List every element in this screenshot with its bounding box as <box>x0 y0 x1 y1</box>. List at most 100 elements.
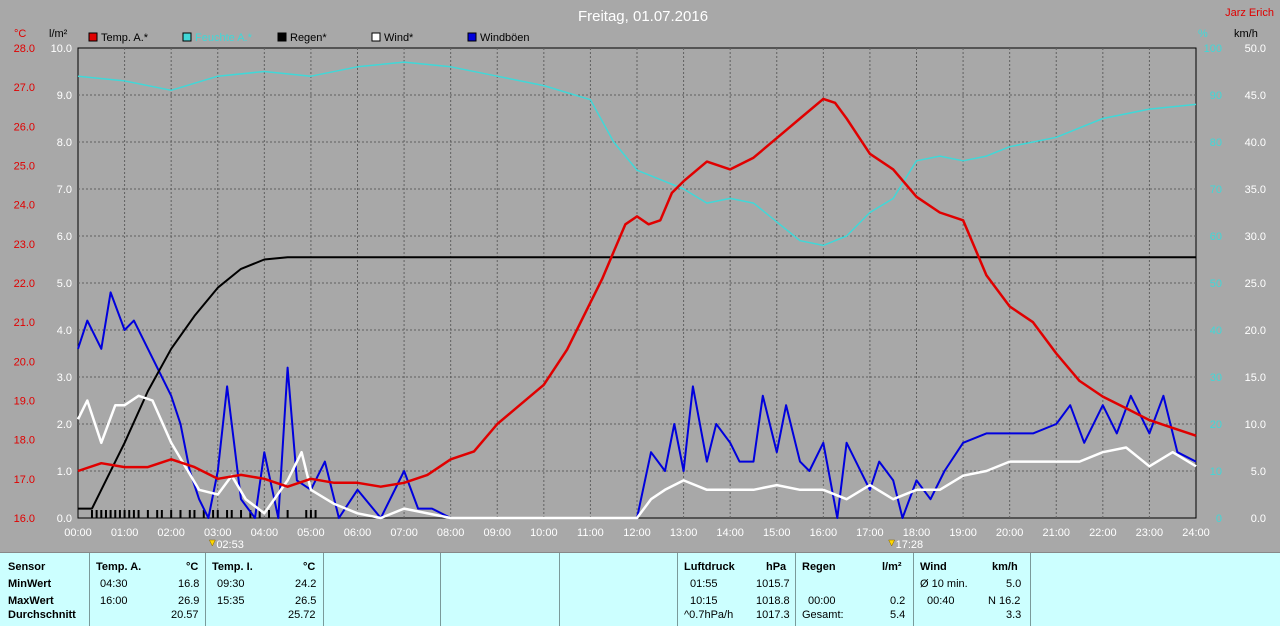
humidity-tick-label: 40 <box>1210 325 1222 337</box>
table-divider <box>559 553 560 626</box>
x-tick-label: 01:00 <box>111 527 139 539</box>
durchschnitt-label: Durchschnitt <box>8 609 76 621</box>
rain-line <box>78 256 1196 510</box>
legend-swatch-gusts <box>467 32 477 42</box>
pressure-avg: 1017.3 <box>756 609 790 621</box>
x-tick-label: 21:00 <box>1042 527 1070 539</box>
temp-tick-label: 25.0 <box>14 161 35 173</box>
sunrise-label: 02:53 <box>216 539 244 551</box>
temp-tick-label: 28.0 <box>14 43 35 55</box>
humidity-tick-label: 90 <box>1210 90 1222 102</box>
legend-label-gusts: Windböen <box>480 32 530 44</box>
humidity-line <box>77 61 1197 247</box>
humidity-tick-label: 60 <box>1210 231 1222 243</box>
wind-tick-label: 35.0 <box>1245 184 1266 196</box>
legend-label-temp: Temp. A.* <box>101 32 149 44</box>
wind-tick-label: 15.0 <box>1245 372 1266 384</box>
x-tick-label: 13:00 <box>670 527 698 539</box>
rain-tick-label: 4.0 <box>57 325 72 337</box>
tempi-min: 24.2 <box>295 578 317 590</box>
sunrise-icon <box>208 539 216 547</box>
weather-chart: Freitag, 01.07.2016 Jarz Erich °C l/m² %… <box>13 7 1274 551</box>
tempa-header: Temp. A. <box>96 561 142 573</box>
x-tick-label: 17:00 <box>856 527 884 539</box>
rain-total: 5.4 <box>890 609 906 621</box>
table-divider <box>323 553 324 626</box>
pressure-max-time: 10:15 <box>690 595 718 607</box>
rain-total-label: Gesamt: <box>802 609 844 621</box>
humidity-tick-label: 100 <box>1204 43 1222 55</box>
tempa-unit: °C <box>186 561 199 573</box>
rain-tick-label: 0.0 <box>57 513 72 525</box>
wind-tick-label: 5.0 <box>1251 466 1266 478</box>
rain-header: Regen <box>802 561 836 573</box>
wind-tick-label: 10.0 <box>1245 419 1266 431</box>
rain-tick-label: 6.0 <box>57 231 72 243</box>
wind-gust: N 16.2 <box>988 595 1021 607</box>
tempi-unit: °C <box>303 561 316 573</box>
x-tick-label: 02:00 <box>157 527 185 539</box>
tempa-max-time: 16:00 <box>100 595 128 607</box>
temp-tick-label: 23.0 <box>14 239 35 251</box>
x-tick-label: 10:00 <box>530 527 558 539</box>
rain-tick-label: 7.0 <box>57 184 72 196</box>
x-tick-label: 00:00 <box>64 527 92 539</box>
tempi-max-time: 15:35 <box>217 595 245 607</box>
temp-tick-label: 18.0 <box>14 435 35 447</box>
x-tick-label: 19:00 <box>949 527 977 539</box>
rain-tick-label: 3.0 <box>57 372 72 384</box>
table-divider <box>1030 553 1031 626</box>
x-tick-label: 05:00 <box>297 527 325 539</box>
legend-label-rain: Regen* <box>290 32 327 44</box>
wind-tick-label: 45.0 <box>1245 90 1266 102</box>
x-tick-label: 20:00 <box>996 527 1024 539</box>
x-tick-label: 09:00 <box>483 527 511 539</box>
legend: Temp. A.* Feuchte A.* Regen* Wind* Windb… <box>88 32 530 44</box>
rain-axis-unit: l/m² <box>49 28 68 40</box>
x-tick-label: 23:00 <box>1136 527 1164 539</box>
wind-avg: 5.0 <box>1006 578 1022 590</box>
pressure-min-time: 01:55 <box>690 578 718 590</box>
pressure-unit: hPa <box>766 561 787 573</box>
x-tick-label: 12:00 <box>623 527 651 539</box>
legend-swatch-humidity <box>182 32 192 42</box>
rain-max-time: 00:00 <box>808 595 836 607</box>
author-label: Jarz Erich <box>1225 7 1274 19</box>
wind-tick-label: 30.0 <box>1245 231 1266 243</box>
rain-max: 0.2 <box>890 595 906 607</box>
rain-tick-label: 8.0 <box>57 137 72 149</box>
wind-unit: km/h <box>992 561 1018 573</box>
rain-tick-label: 10.0 <box>51 43 72 55</box>
temp-tick-label: 22.0 <box>14 278 35 290</box>
humidity-tick-label: 80 <box>1210 137 1222 149</box>
x-tick-label: 22:00 <box>1089 527 1117 539</box>
sunset-label: 17:28 <box>896 539 924 551</box>
table-divider <box>913 553 914 626</box>
wind-tick-label: 20.0 <box>1245 325 1266 337</box>
x-tick-label: 14:00 <box>716 527 744 539</box>
tempa-max: 26.9 <box>178 595 200 607</box>
x-tick-label: 03:00 <box>204 527 232 539</box>
table-divider <box>205 553 206 626</box>
humidity-tick-label: 20 <box>1210 419 1222 431</box>
temp-tick-label: 24.0 <box>14 200 35 212</box>
humidity-tick-label: 10 <box>1210 466 1222 478</box>
humidity-tick-label: 0 <box>1216 513 1222 525</box>
temp-tick-label: 19.0 <box>14 396 35 408</box>
legend-label-wind: Wind* <box>384 32 414 44</box>
rain-tick-label: 2.0 <box>57 419 72 431</box>
x-tick-label: 04:00 <box>251 527 279 539</box>
tempi-avg: 25.72 <box>288 609 316 621</box>
pressure-min: 1015.7 <box>756 578 790 590</box>
plot-frame <box>77 47 1197 519</box>
temp-axis-unit: °C <box>14 28 26 40</box>
table-divider <box>677 553 678 626</box>
wind-day-avg: 3.3 <box>1006 609 1022 621</box>
chart-title: Freitag, 01.07.2016 <box>578 8 708 25</box>
legend-swatch-wind <box>371 32 381 42</box>
pressure-trend: ^0.7hPa/h <box>684 609 734 621</box>
statistics-table: Sensor MinWert MaxWert Durchschnitt Temp… <box>0 552 1280 626</box>
plot-area: 00:00 01:00 02:00 03:00 04:00 05:00 06:00 07:00… <box>14 43 1266 551</box>
rain-tick-label: 5.0 <box>57 278 72 290</box>
tempi-min-time: 09:30 <box>217 578 245 590</box>
